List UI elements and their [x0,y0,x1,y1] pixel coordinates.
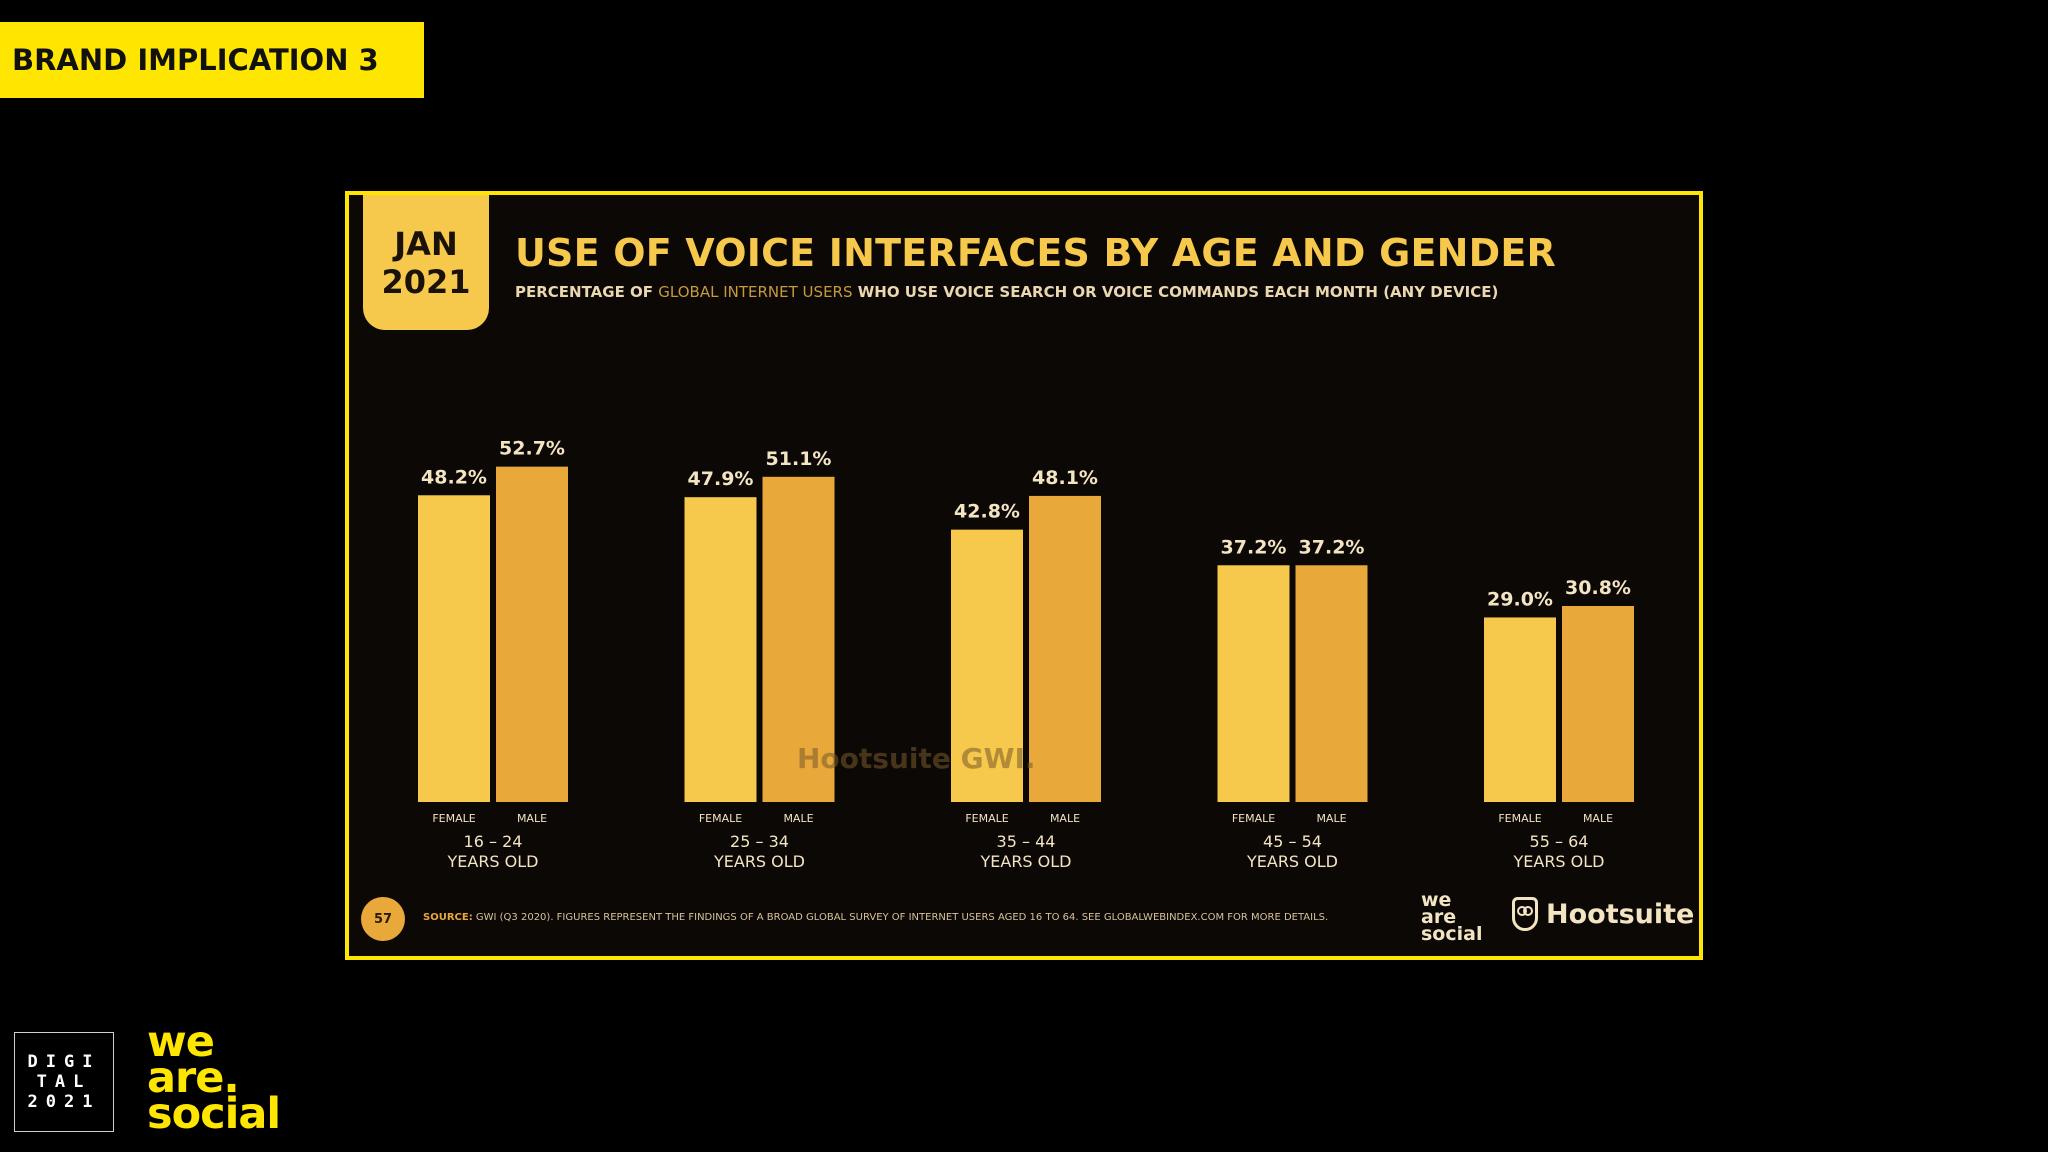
bar-male-1 [496,466,568,802]
we-are-social-logo-small: we are social [1421,889,1483,945]
category-label-4: 45 – 54 [1263,832,1322,851]
was-line-1: we [147,1017,215,1067]
we-are-social-logo: we are. social [147,1017,281,1139]
digital-line-2: TAL [36,1072,92,1092]
series-label-female-1: FEMALE [432,812,475,825]
series-label-male-5: MALE [1583,812,1613,825]
data-label-female-2: 47.9% [688,468,754,490]
series-label-male-1: MALE [517,812,547,825]
category-label-1: 16 – 24 [464,832,523,851]
category-suffix-5: YEARS OLD [1512,852,1604,871]
data-label-female-3: 42.8% [954,501,1020,523]
data-label-female-4: 37.2% [1221,536,1287,558]
badge-month: JAN [394,224,458,263]
bar-female-3 [951,529,1023,802]
data-label-male-2: 51.1% [766,448,832,470]
bar-male-4 [1295,565,1368,802]
bar-male-5 [1562,606,1634,802]
date-badge: JAN 2021 [363,195,489,330]
badge-year: 2021 [381,262,471,301]
series-label-male-2: MALE [783,812,813,825]
category-suffix-3: YEARS OLD [979,852,1071,871]
was-line-2: are. [147,1053,240,1103]
was-small-line-2: are [1421,906,1457,928]
series-label-female-4: FEMALE [1232,812,1275,825]
data-label-male-3: 48.1% [1032,467,1098,489]
bar-female-2 [684,497,757,802]
bar-male-2 [762,476,835,802]
source-note: SOURCE: GWI (Q3 2020). FIGURES REPRESENT… [423,912,1328,923]
category-label-5: 55 – 64 [1530,832,1589,851]
owl-icon [1512,897,1538,931]
category-suffix-4: YEARS OLD [1246,852,1338,871]
series-label-female-5: FEMALE [1498,812,1541,825]
digital-2021-logo: DIGI TAL 2021 [14,1032,114,1132]
bar-male-3 [1029,495,1101,802]
series-label-male-3: MALE [1050,812,1080,825]
series-label-male-4: MALE [1316,812,1346,825]
category-label-2: 25 – 34 [730,832,789,851]
data-label-female-5: 29.0% [1487,588,1553,610]
source-text: GWI (Q3 2020). FIGURES REPRESENT THE FIN… [475,912,1329,923]
bar-female-4 [1217,565,1290,802]
category-suffix-2: YEARS OLD [713,852,805,871]
was-small-line-1: we [1421,889,1452,911]
category-suffix-1: YEARS OLD [446,852,538,871]
data-label-male-1: 52.7% [499,438,565,460]
hootsuite-logo: Hootsuite [1512,897,1694,931]
digital-line-3: 2021 [27,1092,101,1112]
chart-subtitle: PERCENTAGE OF GLOBAL INTERNET USERS WHO … [515,283,1498,301]
watermark: Hootsuite GWI. [797,742,1036,775]
was-line-3: social [147,1089,281,1139]
bar-female-5 [1484,617,1556,802]
bar-female-1 [418,495,490,802]
slide-tag: BRAND IMPLICATION 3 [0,22,424,98]
subtitle-post: WHO USE VOICE SEARCH OR VOICE COMMANDS E… [857,283,1499,301]
chart-frame: JAN 2021 USE OF VOICE INTERFACES BY AGE … [345,191,1703,960]
was-small-line-3: social [1421,923,1483,945]
source-label: SOURCE: [423,912,473,923]
series-label-female-3: FEMALE [965,812,1008,825]
series-label-female-2: FEMALE [699,812,742,825]
digital-line-1: DIGI [27,1052,101,1072]
subtitle-pre: PERCENTAGE OF [515,283,654,301]
chart-title: USE OF VOICE INTERFACES BY AGE AND GENDE… [515,231,1557,275]
data-label-male-5: 30.8% [1565,577,1631,599]
page-number: 57 [361,897,405,941]
subtitle-highlight: GLOBAL INTERNET USERS [658,283,853,301]
data-label-male-4: 37.2% [1299,536,1365,558]
category-label-3: 35 – 44 [997,832,1056,851]
data-label-female-1: 48.2% [421,466,487,488]
hootsuite-label: Hootsuite [1546,898,1695,930]
